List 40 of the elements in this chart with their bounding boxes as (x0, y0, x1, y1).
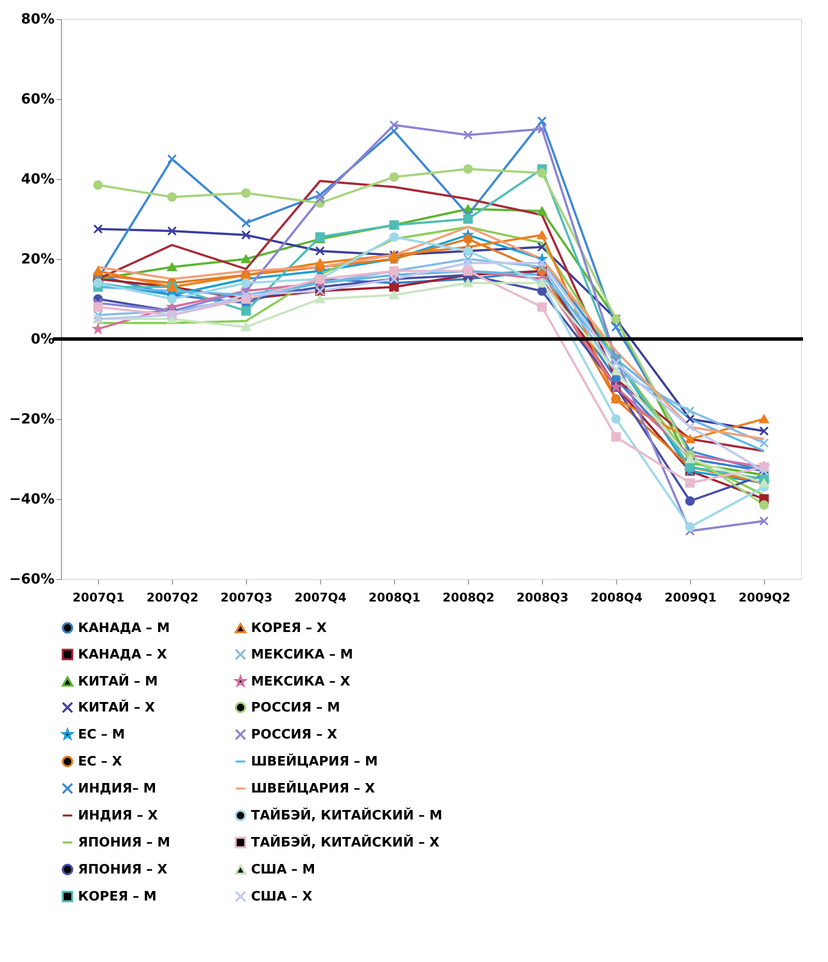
y-tick-label: −60% (9, 572, 54, 588)
x-tick-label: 2007Q1 (72, 590, 124, 604)
x-tick-label: 2008Q3 (516, 590, 568, 604)
x-tick-label: 2009Q1 (664, 590, 716, 604)
y-tick-label: 40% (20, 172, 54, 188)
legend-label: КИТАЙ – Х (78, 698, 155, 716)
legend-label: ШВЕЙЦАРИЯ – М (251, 752, 378, 770)
x-tick-label: 2008Q1 (368, 590, 420, 604)
legend-label: КАНАДА – Х (78, 648, 167, 662)
legend-label: КИТАЙ – М (78, 672, 158, 690)
legend-label: ЕС – Х (78, 754, 122, 770)
legend-label: ЕС – М (78, 728, 125, 742)
legend-label: ЯПОНИЯ – М (78, 836, 170, 850)
legend-label: ТАЙБЭЙ, КИТАЙСКИЙ – М (251, 806, 442, 824)
x-tick-label: 2008Q2 (442, 590, 494, 604)
y-tick-label: 0% (30, 332, 54, 348)
legend-label: ШВЕЙЦАРИЯ – Х (251, 780, 375, 796)
y-tick-label: −40% (9, 492, 54, 508)
legend-label: ЯПОНИЯ – Х (78, 862, 168, 878)
y-tick-label: −20% (9, 412, 54, 428)
legend-label: КОРЕЯ – М (78, 890, 157, 904)
x-tick-label: 2009Q2 (738, 590, 790, 604)
legend-label: ТАЙБЭЙ, КИТАЙСКИЙ – Х (251, 834, 440, 850)
legend-label: США – М (251, 862, 316, 878)
x-tick-label: 2007Q2 (146, 590, 198, 604)
legend-label: РОССИЯ – Х (251, 728, 338, 742)
legend-label: КОРЕЯ – Х (251, 621, 327, 636)
y-tick-label: 20% (20, 252, 54, 268)
legend-label: ИНДИЯ – Х (78, 808, 158, 824)
y-tick-label: 80% (20, 12, 54, 28)
legend-label: МЕКСИКА – М (251, 648, 354, 662)
y-tick-label: 60% (20, 92, 54, 108)
x-tick-label: 2007Q4 (294, 590, 346, 604)
legend-label: РОССИЯ – М (251, 700, 340, 716)
x-tick-label: 2007Q3 (220, 590, 272, 604)
legend-label: МЕКСИКА – Х (251, 674, 350, 690)
legend-label: США – Х (251, 890, 312, 904)
legend-label: ИНДИЯ– М (78, 782, 156, 796)
legend-label: КАНАДА – М (78, 620, 170, 636)
x-tick-label: 2008Q4 (590, 590, 642, 604)
